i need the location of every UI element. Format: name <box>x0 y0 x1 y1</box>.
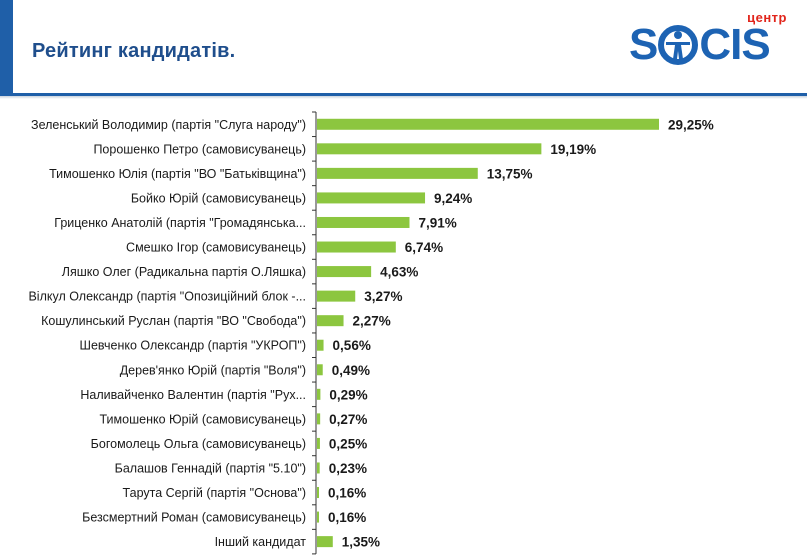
value-label: 0,16% <box>328 510 366 525</box>
category-label: Наливайченко Валентин (партія "Рух... <box>80 388 306 402</box>
header-accent-stripe <box>0 0 13 96</box>
value-label: 0,49% <box>332 363 370 378</box>
category-label: Тимошенко Юлія (партія "ВО "Батьківщина"… <box>49 167 306 181</box>
value-label: 0,25% <box>329 436 367 451</box>
header-bar <box>13 0 807 96</box>
category-label: Тарута Сергій (партія "Основа") <box>123 486 306 500</box>
bar <box>317 192 426 204</box>
bar <box>317 143 542 155</box>
bar <box>317 511 319 523</box>
value-label: 1,35% <box>342 535 380 550</box>
logo-small-text: центр <box>747 10 787 25</box>
value-label: 0,23% <box>329 461 367 476</box>
socis-logo: центр S CIS <box>627 8 799 70</box>
bar <box>317 167 478 179</box>
bar <box>317 413 321 425</box>
category-label: Смешко Ігор (самовисуванець) <box>126 241 306 255</box>
category-label: Порошенко Петро (самовисуванець) <box>93 142 306 156</box>
value-label: 13,75% <box>487 166 533 181</box>
category-label: Безсмертний Роман (самовисуванець) <box>82 511 306 525</box>
category-label: Інший кандидат <box>215 535 307 549</box>
value-label: 7,91% <box>418 215 456 230</box>
bar <box>317 118 659 130</box>
value-label: 0,16% <box>328 486 366 501</box>
value-label: 0,56% <box>333 338 371 353</box>
bar <box>317 437 320 449</box>
value-label: 19,19% <box>550 142 596 157</box>
value-label: 6,74% <box>405 240 443 255</box>
logo-brand-right: CIS <box>699 20 770 69</box>
logo-figure-icon <box>657 20 699 70</box>
category-label: Тимошенко Юрій (самовисуванець) <box>99 412 306 426</box>
bar <box>317 536 333 548</box>
bar <box>317 388 321 400</box>
category-label: Ляшко Олег (Радикальна партія О.Ляшка) <box>62 265 306 279</box>
bar <box>317 216 410 228</box>
bar <box>317 290 356 302</box>
value-label: 0,29% <box>329 387 367 402</box>
category-label: Шевченко Олександр (партія "УКРОП") <box>80 339 306 353</box>
bar <box>317 339 324 351</box>
bar <box>317 266 372 278</box>
category-label: Зеленський Володимир (партія "Слуга наро… <box>31 118 306 132</box>
category-label: Кошулинський Руслан (партія "ВО "Свобода… <box>41 314 306 328</box>
category-label: Вілкул Олександр (партія "Опозиційний бл… <box>28 290 306 304</box>
category-label: Гриценко Анатолій (партія "Громадянська.… <box>54 216 306 230</box>
bar <box>317 462 320 474</box>
bar <box>317 315 344 327</box>
logo-brand: S CIS <box>629 20 771 70</box>
bar-chart: Зеленський Володимир (партія "Слуга наро… <box>28 111 714 555</box>
bar <box>317 487 319 499</box>
category-label: Богомолець Ольга (самовисуванець) <box>91 437 306 451</box>
value-label: 3,27% <box>364 289 402 304</box>
value-label: 2,27% <box>353 314 391 329</box>
bar <box>317 364 323 376</box>
value-label: 0,27% <box>329 412 367 427</box>
bar <box>317 241 396 253</box>
category-label: Дерев'янко Юрій (партія "Воля") <box>120 363 306 377</box>
logo-brand-left: S <box>629 20 658 69</box>
header-divider <box>0 96 807 99</box>
category-label: Балашов Геннадій (партія "5.10") <box>115 461 306 475</box>
value-label: 9,24% <box>434 191 472 206</box>
value-label: 29,25% <box>668 117 714 132</box>
category-label: Бойко Юрій (самовисуванець) <box>131 191 306 205</box>
page-title: Рейтинг кандидатів. <box>32 40 236 62</box>
value-label: 4,63% <box>380 265 418 280</box>
